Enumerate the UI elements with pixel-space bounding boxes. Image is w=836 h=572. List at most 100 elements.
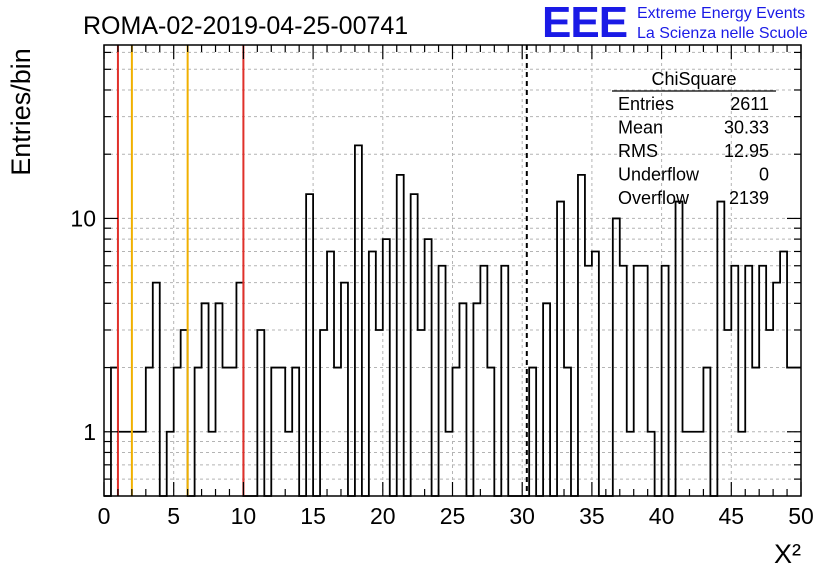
x-tick-label: 25 [440,503,466,529]
histogram-bin [662,266,669,496]
histogram-bin [634,266,641,496]
histogram-bin [292,368,299,496]
histogram-bars [104,144,801,497]
histogram-bin [418,330,425,496]
histogram-bin [132,432,139,496]
histogram-bin [543,303,550,496]
chart-title: ROMA-02-2019-04-25-00741 [83,12,408,40]
histogram-bin [167,432,174,496]
logo-line-1: Extreme Energy Events [637,5,806,22]
histogram-bin [717,202,724,496]
stats-box: ChiSquare Entries 2611 Mean 30.33 RMS 12.95 Und… [612,69,776,208]
histogram-bin [501,266,508,496]
histogram-bin [453,368,460,496]
x-tick-label: 45 [719,503,745,529]
histogram-bin [724,330,731,496]
stats-row-value: 2611 [730,94,769,114]
histogram-bin [627,432,634,496]
histogram-bin [202,303,209,496]
histogram-bin [271,368,278,496]
histogram-bin [425,239,432,496]
histogram-bin [459,303,466,496]
stats-row-label: Underflow [618,165,700,185]
x-tick-label: 30 [509,503,535,529]
histogram-bin [320,330,327,496]
x-tick-label: 50 [788,503,814,529]
stats-row-label: Entries [618,94,674,114]
histogram-bin [731,266,738,496]
histogram-bin [641,266,648,496]
histogram-outline [104,144,801,497]
histogram-bin [752,368,759,496]
histogram-bin [236,283,243,496]
histogram-bin [745,266,752,496]
histogram-bin [411,194,418,496]
x-tick-label: 40 [649,503,675,529]
histogram-bin [529,368,536,496]
stats-row-label: Mean [618,118,663,138]
eee-logo-mark: EEE [542,0,628,47]
histogram-bin [557,202,564,496]
x-tick-label: 20 [370,503,396,529]
histogram-bin [578,175,585,496]
histogram-bin [327,251,334,496]
x-tick-label: 35 [579,503,605,529]
histogram-bin [153,283,160,496]
histogram-bin [278,368,285,496]
histogram-bin [703,368,710,496]
axis-ticks: 0 5 10 15 20 25 30 35 40 45 50 1 10 [70,45,814,529]
histogram-bin [383,239,390,496]
histogram-bin [139,432,146,496]
histogram-bin [446,432,453,496]
histogram-bin [174,368,181,496]
histogram-bin [229,368,236,496]
histogram-bin [592,251,599,496]
x-tick-label: 10 [231,503,257,529]
histogram-bin [648,432,655,496]
stats-title: ChiSquare [651,69,736,89]
histogram-bin [780,251,787,496]
logo-line-2: La Scienza nelle Scuole [637,25,808,42]
stats-row-label: RMS [618,141,658,161]
stats-row-value: 2139 [729,188,769,208]
histogram-bin [195,368,202,496]
histogram-bin [564,368,571,496]
histogram-bin [676,202,683,496]
eee-logo: EEE Extreme Energy Events La Scienza nel… [542,0,832,47]
histogram-bin [689,432,696,496]
histogram-bin [341,283,348,496]
histogram-bin [216,303,223,496]
histogram-bin [355,145,362,496]
x-tick-label: 15 [300,503,326,529]
marker-lines [116,45,528,496]
stats-row-value: 0 [759,165,769,185]
histogram-bin [773,283,780,496]
histogram-bin [257,330,264,496]
histogram-bin [146,368,153,496]
histogram-bin [285,432,292,496]
histogram-bin [613,218,620,496]
histogram-bin [118,432,125,496]
histogram-bin [487,368,494,496]
histogram-bin [473,303,480,496]
histogram-bin [738,432,745,496]
stats-row-label: Overflow [618,188,690,208]
histogram-bin [397,175,404,496]
y-axis-label: Entries/bin [6,48,36,176]
histogram-bin [585,266,592,496]
histogram-bin [125,432,132,496]
histogram-bin [376,330,383,496]
y-tick-label: 10 [70,205,96,231]
histogram-bin [209,432,216,496]
y-tick-label: 1 [83,419,96,445]
histogram-bin [759,266,766,496]
x-tick-label: 0 [98,503,111,529]
histogram-bin [334,368,341,496]
histogram-bin [222,368,229,496]
x-axis-label: X² [774,539,801,569]
histogram-bin [766,330,773,496]
histogram-bin [696,432,703,496]
histogram-bin [181,330,188,496]
histogram-bin [306,194,313,496]
